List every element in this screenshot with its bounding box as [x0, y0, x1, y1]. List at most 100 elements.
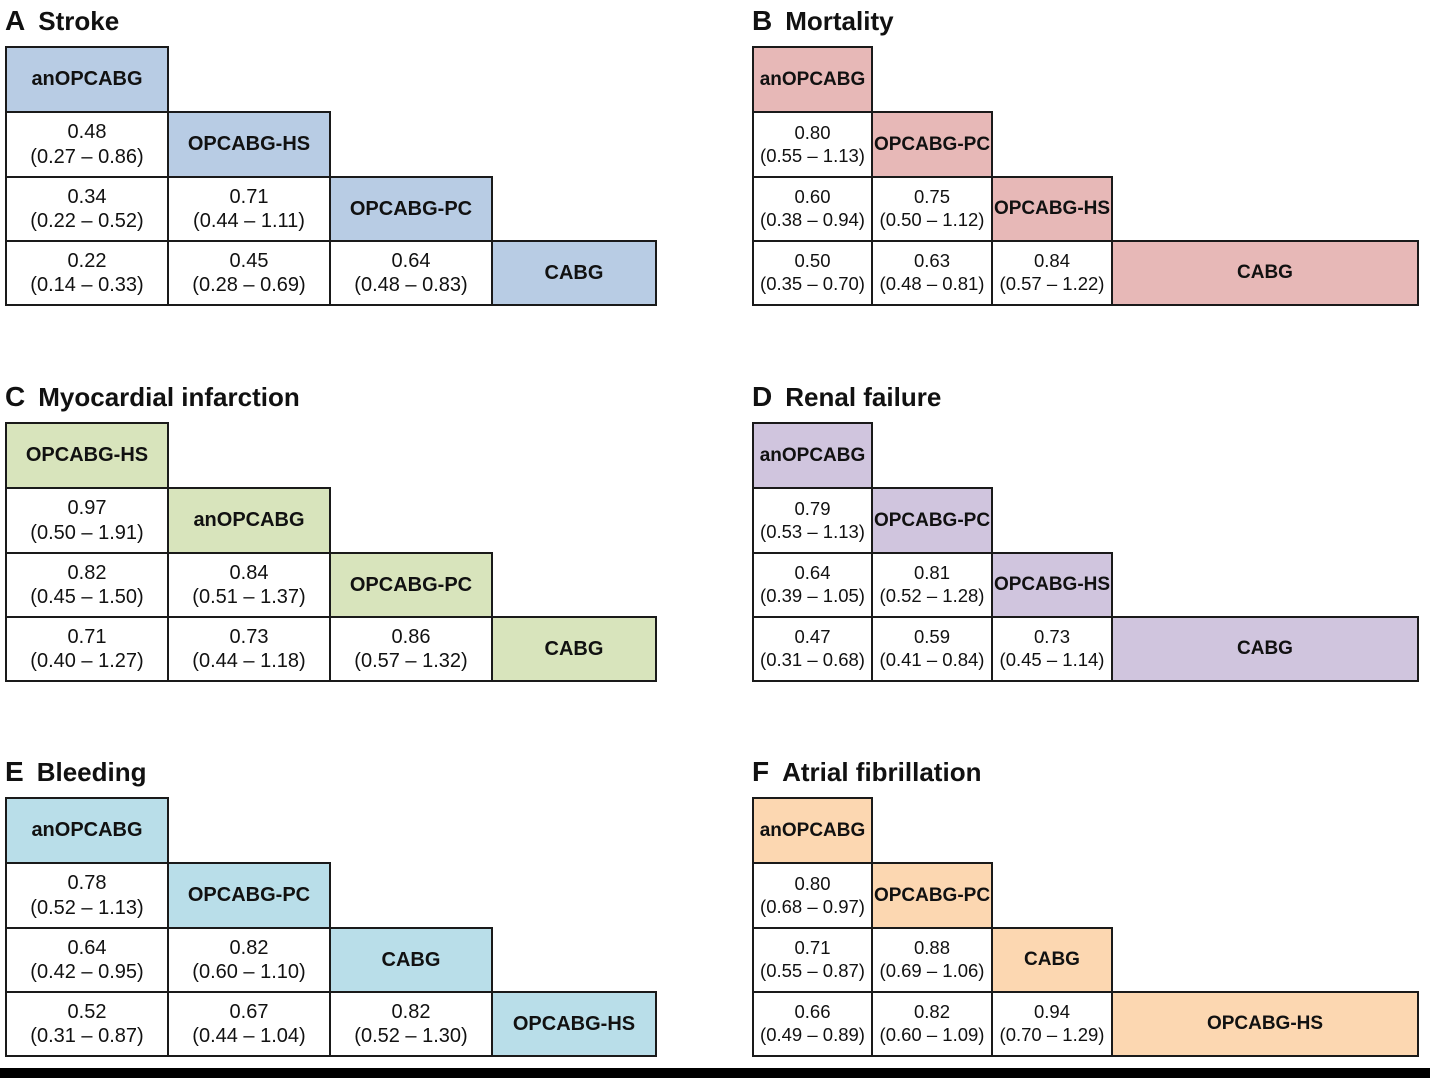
estimate-ci: (0.45 – 1.14): [999, 649, 1105, 670]
estimate-value: 0.63: [913, 250, 950, 272]
estimate-ci: (0.44 – 1.18): [192, 650, 306, 672]
estimate-ci: (0.52 – 1.30): [354, 1025, 468, 1047]
comparison-cell: 0.48 (0.27 – 0.86): [5, 111, 169, 178]
estimate-value: 0.75: [913, 186, 950, 208]
treatment-cell: anOPCABG: [752, 797, 873, 864]
panel-title: D Renal failure: [752, 380, 1428, 414]
estimate-value: 0.64: [794, 562, 831, 584]
estimate-ci: (0.55 – 1.13): [760, 144, 865, 166]
comparison-cell: 0.80 (0.68 – 0.97): [752, 862, 873, 929]
estimate-value: 0.82: [229, 936, 269, 959]
estimate-ci: (0.39 – 1.05): [760, 585, 865, 606]
estimate-value: 0.80: [794, 121, 831, 143]
comparison-cell: 0.79 (0.53 – 1.13): [752, 487, 873, 554]
estimate-value: 0.82: [391, 1000, 431, 1023]
comparison-cell: 0.73 (0.44 – 1.18): [167, 616, 331, 682]
estimate-ci: (0.48 – 0.83): [354, 274, 468, 296]
estimate-value: 0.45: [229, 249, 269, 272]
panel-letter: D: [752, 381, 773, 412]
estimate-value: 0.64: [67, 936, 107, 959]
treatment-cell: OPCABG-HS: [5, 422, 169, 489]
estimate-ci: (0.53 – 1.13): [760, 520, 865, 542]
comparison-cell: 0.34 (0.22 – 0.52): [5, 176, 169, 242]
estimate-value: 0.94: [1033, 1001, 1070, 1023]
panel-letter: E: [5, 756, 24, 787]
panel-title-text: Stroke: [38, 6, 120, 36]
league-table: anOPCABG 0.48 (0.27 – 0.86) OPCABG-HS 0.34 (0…: [5, 46, 657, 306]
estimate-ci: (0.60 – 1.09): [879, 1024, 985, 1045]
estimate-ci: (0.35 – 0.70): [760, 273, 865, 294]
estimate-value: 0.84: [1033, 250, 1070, 272]
estimate-ci: (0.57 – 1.32): [354, 650, 468, 672]
comparison-cell: 0.71 (0.55 – 0.87): [752, 927, 873, 993]
comparison-cell: 0.75 (0.50 – 1.12): [871, 176, 993, 242]
league-table: anOPCABG 0.79 (0.53 – 1.13) OPCABG-PC 0.64 (0…: [752, 422, 1419, 682]
estimate-value: 0.60: [794, 186, 831, 208]
estimate-value: 0.48: [67, 121, 107, 144]
comparison-cell: 0.63 (0.48 – 0.81): [871, 240, 993, 306]
comparison-cell: 0.73 (0.45 – 1.14): [991, 616, 1113, 682]
panel-title-text: Atrial fibrillation: [782, 757, 982, 787]
estimate-value: 0.73: [229, 625, 269, 648]
comparison-cell: 0.64 (0.48 – 0.83): [329, 240, 493, 306]
estimate-value: 0.82: [67, 561, 107, 584]
panel-letter: A: [5, 5, 26, 36]
estimate-ci: (0.50 – 1.91): [30, 521, 144, 544]
panel-letter: B: [752, 5, 773, 36]
estimate-ci: (0.31 – 0.68): [760, 649, 865, 670]
treatment-cell: OPCABG-PC: [871, 111, 993, 178]
league-table: OPCABG-HS 0.97 (0.50 – 1.91) anOPCABG 0.82 (0…: [5, 422, 657, 682]
estimate-ci: (0.31 – 0.87): [30, 1025, 144, 1047]
estimate-ci: (0.70 – 1.29): [999, 1024, 1105, 1045]
estimate-ci: (0.55 – 0.87): [760, 960, 865, 981]
panel-bleeding: E Bleeding anOPCABG 0.78 (0.52 – 1.13) OPCAB…: [5, 755, 670, 1057]
panel-atrial-fibrillation: F Atrial fibrillation anOPCABG 0.80 (0.68 –…: [752, 755, 1428, 1057]
estimate-ci: (0.28 – 0.69): [192, 274, 306, 296]
panel-renal-failure: D Renal failure anOPCABG 0.79 (0.53 – 1.13)…: [752, 380, 1428, 682]
treatment-cell: CABG: [329, 927, 493, 993]
comparison-cell: 0.64 (0.39 – 1.05): [752, 552, 873, 618]
comparison-cell: 0.94 (0.70 – 1.29): [991, 991, 1113, 1057]
estimate-ci: (0.22 – 0.52): [30, 210, 144, 232]
comparison-cell: 0.52 (0.31 – 0.87): [5, 991, 169, 1057]
estimate-ci: (0.68 – 0.97): [760, 895, 865, 917]
panel-title-text: Mortality: [785, 6, 894, 36]
estimate-ci: (0.60 – 1.10): [192, 961, 306, 983]
estimate-ci: (0.49 – 0.89): [760, 1024, 865, 1045]
comparison-cell: 0.45 (0.28 – 0.69): [167, 240, 331, 306]
comparison-cell: 0.66 (0.49 – 0.89): [752, 991, 873, 1057]
comparison-cell: 0.22 (0.14 – 0.33): [5, 240, 169, 306]
league-table: anOPCABG 0.78 (0.52 – 1.13) OPCABG-PC 0.64 (0…: [5, 797, 657, 1057]
treatment-cell: OPCABG-PC: [329, 552, 493, 618]
treatment-cell: OPCABG-HS: [991, 176, 1113, 242]
treatment-cell: OPCABG-HS: [1111, 991, 1419, 1057]
estimate-value: 0.71: [229, 185, 269, 208]
comparison-cell: 0.50 (0.35 – 0.70): [752, 240, 873, 306]
panel-myocardial-infarction: C Myocardial infarction OPCABG-HS 0.97 (0.5…: [5, 380, 670, 682]
panel-title-text: Myocardial infarction: [38, 382, 300, 412]
estimate-ci: (0.51 – 1.37): [192, 586, 306, 608]
comparison-cell: 0.78 (0.52 – 1.13): [5, 862, 169, 929]
estimate-value: 0.64: [391, 249, 431, 272]
comparison-cell: 0.64 (0.42 – 0.95): [5, 927, 169, 993]
panel-title: A Stroke: [5, 4, 670, 38]
estimate-value: 0.52: [67, 1000, 107, 1023]
comparison-cell: 0.84 (0.57 – 1.22): [991, 240, 1113, 306]
panel-title: E Bleeding: [5, 755, 670, 789]
treatment-cell: anOPCABG: [5, 46, 169, 113]
estimate-value: 0.97: [67, 497, 107, 520]
treatment-cell: CABG: [1111, 616, 1419, 682]
treatment-cell: anOPCABG: [752, 422, 873, 489]
estimate-ci: (0.45 – 1.50): [30, 586, 144, 608]
comparison-cell: 0.81 (0.52 – 1.28): [871, 552, 993, 618]
treatment-cell: anOPCABG: [167, 487, 331, 554]
estimate-ci: (0.14 – 0.33): [30, 274, 144, 296]
estimate-value: 0.50: [794, 250, 831, 272]
comparison-cell: 0.67 (0.44 – 1.04): [167, 991, 331, 1057]
estimate-ci: (0.42 – 0.95): [30, 961, 144, 983]
estimate-ci: (0.27 – 0.86): [30, 145, 144, 168]
estimate-ci: (0.57 – 1.22): [999, 273, 1105, 294]
estimate-value: 0.80: [794, 872, 831, 894]
estimate-value: 0.84: [229, 561, 269, 584]
